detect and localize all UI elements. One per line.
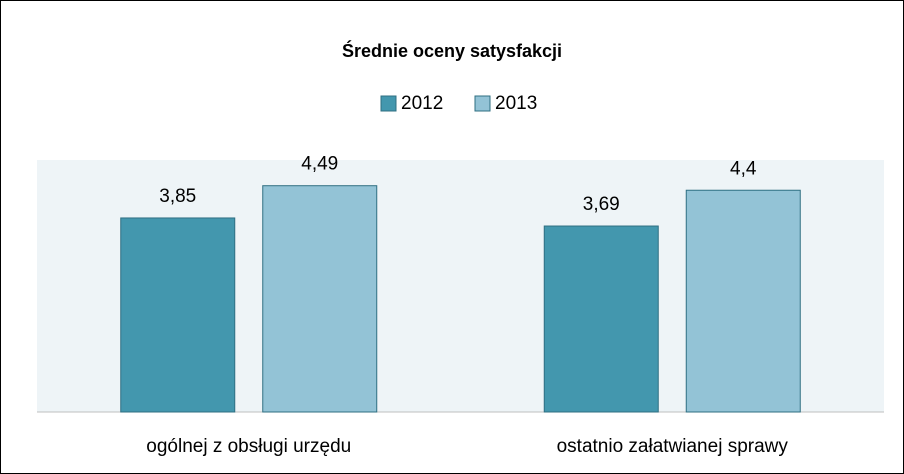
bar	[685, 189, 801, 413]
legend-label: 2013	[495, 93, 537, 114]
bar	[120, 217, 236, 413]
bar	[262, 185, 378, 413]
legend-swatch	[474, 95, 491, 112]
x-tick-label: ostatnio załatwianej sprawy	[557, 436, 789, 457]
legend-swatch	[380, 95, 397, 112]
x-tick-label: ogólnej z obsługi urzędu	[146, 436, 351, 457]
data-label: 3,69	[583, 194, 620, 215]
data-label: 4,4	[730, 158, 757, 179]
legend-label: 2012	[401, 93, 443, 114]
data-label: 3,85	[159, 186, 196, 207]
data-label: 4,49	[301, 154, 338, 175]
chart-title: Średnie oceny satysfakcji	[342, 40, 562, 61]
bar	[543, 225, 659, 413]
